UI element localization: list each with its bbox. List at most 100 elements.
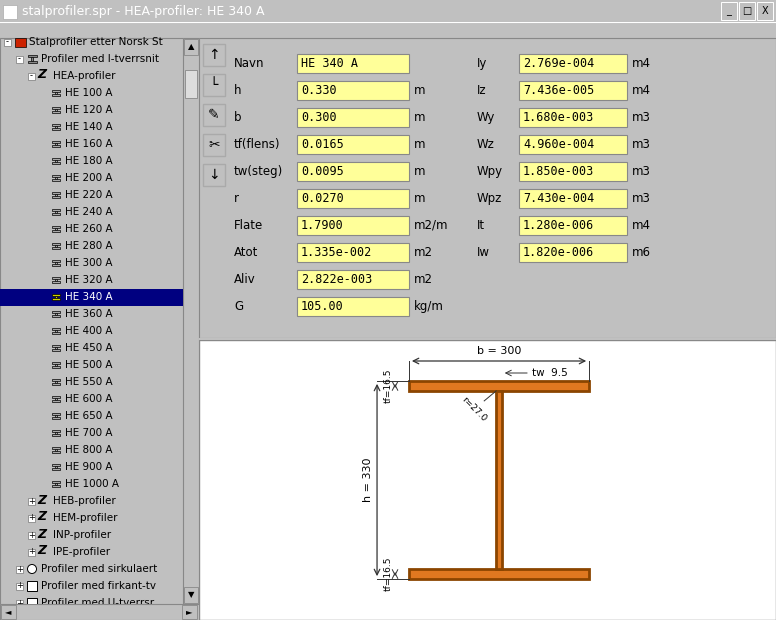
- Text: -: -: [30, 71, 33, 81]
- Bar: [52, 146, 60, 147]
- Bar: [55, 482, 57, 485]
- Bar: [52, 175, 60, 177]
- Bar: [16, 56, 23, 63]
- Bar: [52, 451, 60, 453]
- Text: 7.430e-004: 7.430e-004: [523, 192, 594, 205]
- Text: HE 900 A: HE 900 A: [65, 462, 113, 472]
- Bar: [52, 124, 60, 126]
- Bar: [52, 90, 60, 92]
- Text: 1.335e-002: 1.335e-002: [301, 246, 372, 259]
- Text: 4.960e-004: 4.960e-004: [523, 138, 594, 151]
- Bar: [28, 531, 35, 539]
- Bar: [16, 583, 23, 590]
- Bar: [55, 108, 57, 112]
- Text: Navn: Navn: [234, 57, 265, 70]
- Bar: [203, 74, 225, 96]
- Text: HE 700 A: HE 700 A: [65, 428, 113, 438]
- Bar: [55, 159, 57, 162]
- Text: ✂: ✂: [208, 138, 220, 152]
- Bar: [52, 383, 60, 385]
- Bar: [55, 126, 57, 128]
- Bar: [52, 447, 60, 448]
- Text: 0.300: 0.300: [301, 111, 337, 124]
- Bar: [52, 396, 60, 397]
- Text: HE 260 A: HE 260 A: [65, 224, 113, 234]
- Bar: [184, 39, 198, 55]
- Bar: [52, 197, 60, 198]
- Text: m: m: [414, 192, 425, 205]
- Bar: [757, 2, 773, 20]
- Text: Profiler med I-tverrsnit: Profiler med I-tverrsnit: [41, 54, 159, 64]
- Bar: [297, 81, 409, 100]
- Bar: [519, 189, 627, 208]
- Bar: [52, 281, 60, 283]
- Bar: [185, 70, 197, 98]
- Text: HE 140 A: HE 140 A: [65, 122, 113, 132]
- Bar: [55, 432, 57, 435]
- Text: 2.769e-004: 2.769e-004: [523, 57, 594, 70]
- Text: _: _: [726, 6, 732, 16]
- Text: HE 240 A: HE 240 A: [65, 207, 113, 217]
- Bar: [519, 54, 627, 73]
- Bar: [52, 112, 60, 113]
- Text: HE 280 A: HE 280 A: [65, 241, 113, 251]
- Bar: [52, 265, 60, 266]
- Text: 105.00: 105.00: [301, 300, 344, 313]
- Text: 1.680e-003: 1.680e-003: [523, 111, 594, 124]
- Text: Profiler med sirkulaert: Profiler med sirkulaert: [41, 564, 158, 574]
- Bar: [52, 485, 60, 487]
- Text: b: b: [234, 111, 241, 124]
- Text: IPE-profiler: IPE-profiler: [53, 547, 110, 557]
- Bar: [55, 211, 57, 213]
- Bar: [203, 134, 225, 156]
- Bar: [52, 298, 60, 300]
- Text: m3: m3: [632, 111, 651, 124]
- Bar: [519, 243, 627, 262]
- Bar: [3, 5, 17, 19]
- Bar: [52, 128, 60, 130]
- Bar: [52, 379, 60, 381]
- Text: Iz: Iz: [477, 84, 487, 97]
- Text: +: +: [28, 513, 35, 523]
- Text: Profiler med firkant-tv: Profiler med firkant-tv: [41, 581, 156, 591]
- Text: HE 340 A: HE 340 A: [65, 292, 113, 302]
- Bar: [27, 61, 36, 63]
- Text: G: G: [234, 300, 243, 313]
- Bar: [184, 587, 198, 603]
- Text: INP-profiler: INP-profiler: [53, 530, 111, 540]
- Text: 2.822e-003: 2.822e-003: [301, 273, 372, 286]
- Text: -: -: [6, 37, 9, 46]
- Text: 0.330: 0.330: [301, 84, 337, 97]
- Bar: [31, 58, 33, 61]
- Text: HE 360 A: HE 360 A: [65, 309, 113, 319]
- Text: Wpz: Wpz: [477, 192, 502, 205]
- Text: 1.7900: 1.7900: [301, 219, 344, 232]
- Bar: [52, 141, 60, 143]
- Circle shape: [27, 564, 36, 574]
- Bar: [203, 44, 225, 66]
- Bar: [519, 81, 627, 100]
- Bar: [52, 332, 60, 334]
- Text: m: m: [414, 111, 425, 124]
- Text: Z: Z: [37, 544, 47, 557]
- Bar: [28, 515, 35, 521]
- Text: ✎: ✎: [208, 108, 220, 122]
- Bar: [496, 391, 502, 569]
- Bar: [55, 448, 57, 451]
- Bar: [203, 164, 225, 186]
- Text: HE 180 A: HE 180 A: [65, 156, 113, 166]
- Text: X: X: [762, 6, 768, 16]
- Text: +: +: [16, 616, 23, 620]
- Bar: [52, 362, 60, 363]
- Text: Profiler med L-tverrns: Profiler med L-tverrns: [41, 615, 154, 620]
- Text: 0.0270: 0.0270: [301, 192, 344, 205]
- Bar: [27, 615, 37, 620]
- Text: Profiler med U-tverrsr: Profiler med U-tverrsr: [41, 598, 154, 608]
- Bar: [52, 213, 60, 215]
- Bar: [519, 162, 627, 181]
- Bar: [519, 135, 627, 154]
- Text: m2: m2: [414, 246, 433, 259]
- Text: ▼: ▼: [188, 590, 194, 600]
- Bar: [52, 350, 60, 351]
- Text: ▲: ▲: [188, 43, 194, 51]
